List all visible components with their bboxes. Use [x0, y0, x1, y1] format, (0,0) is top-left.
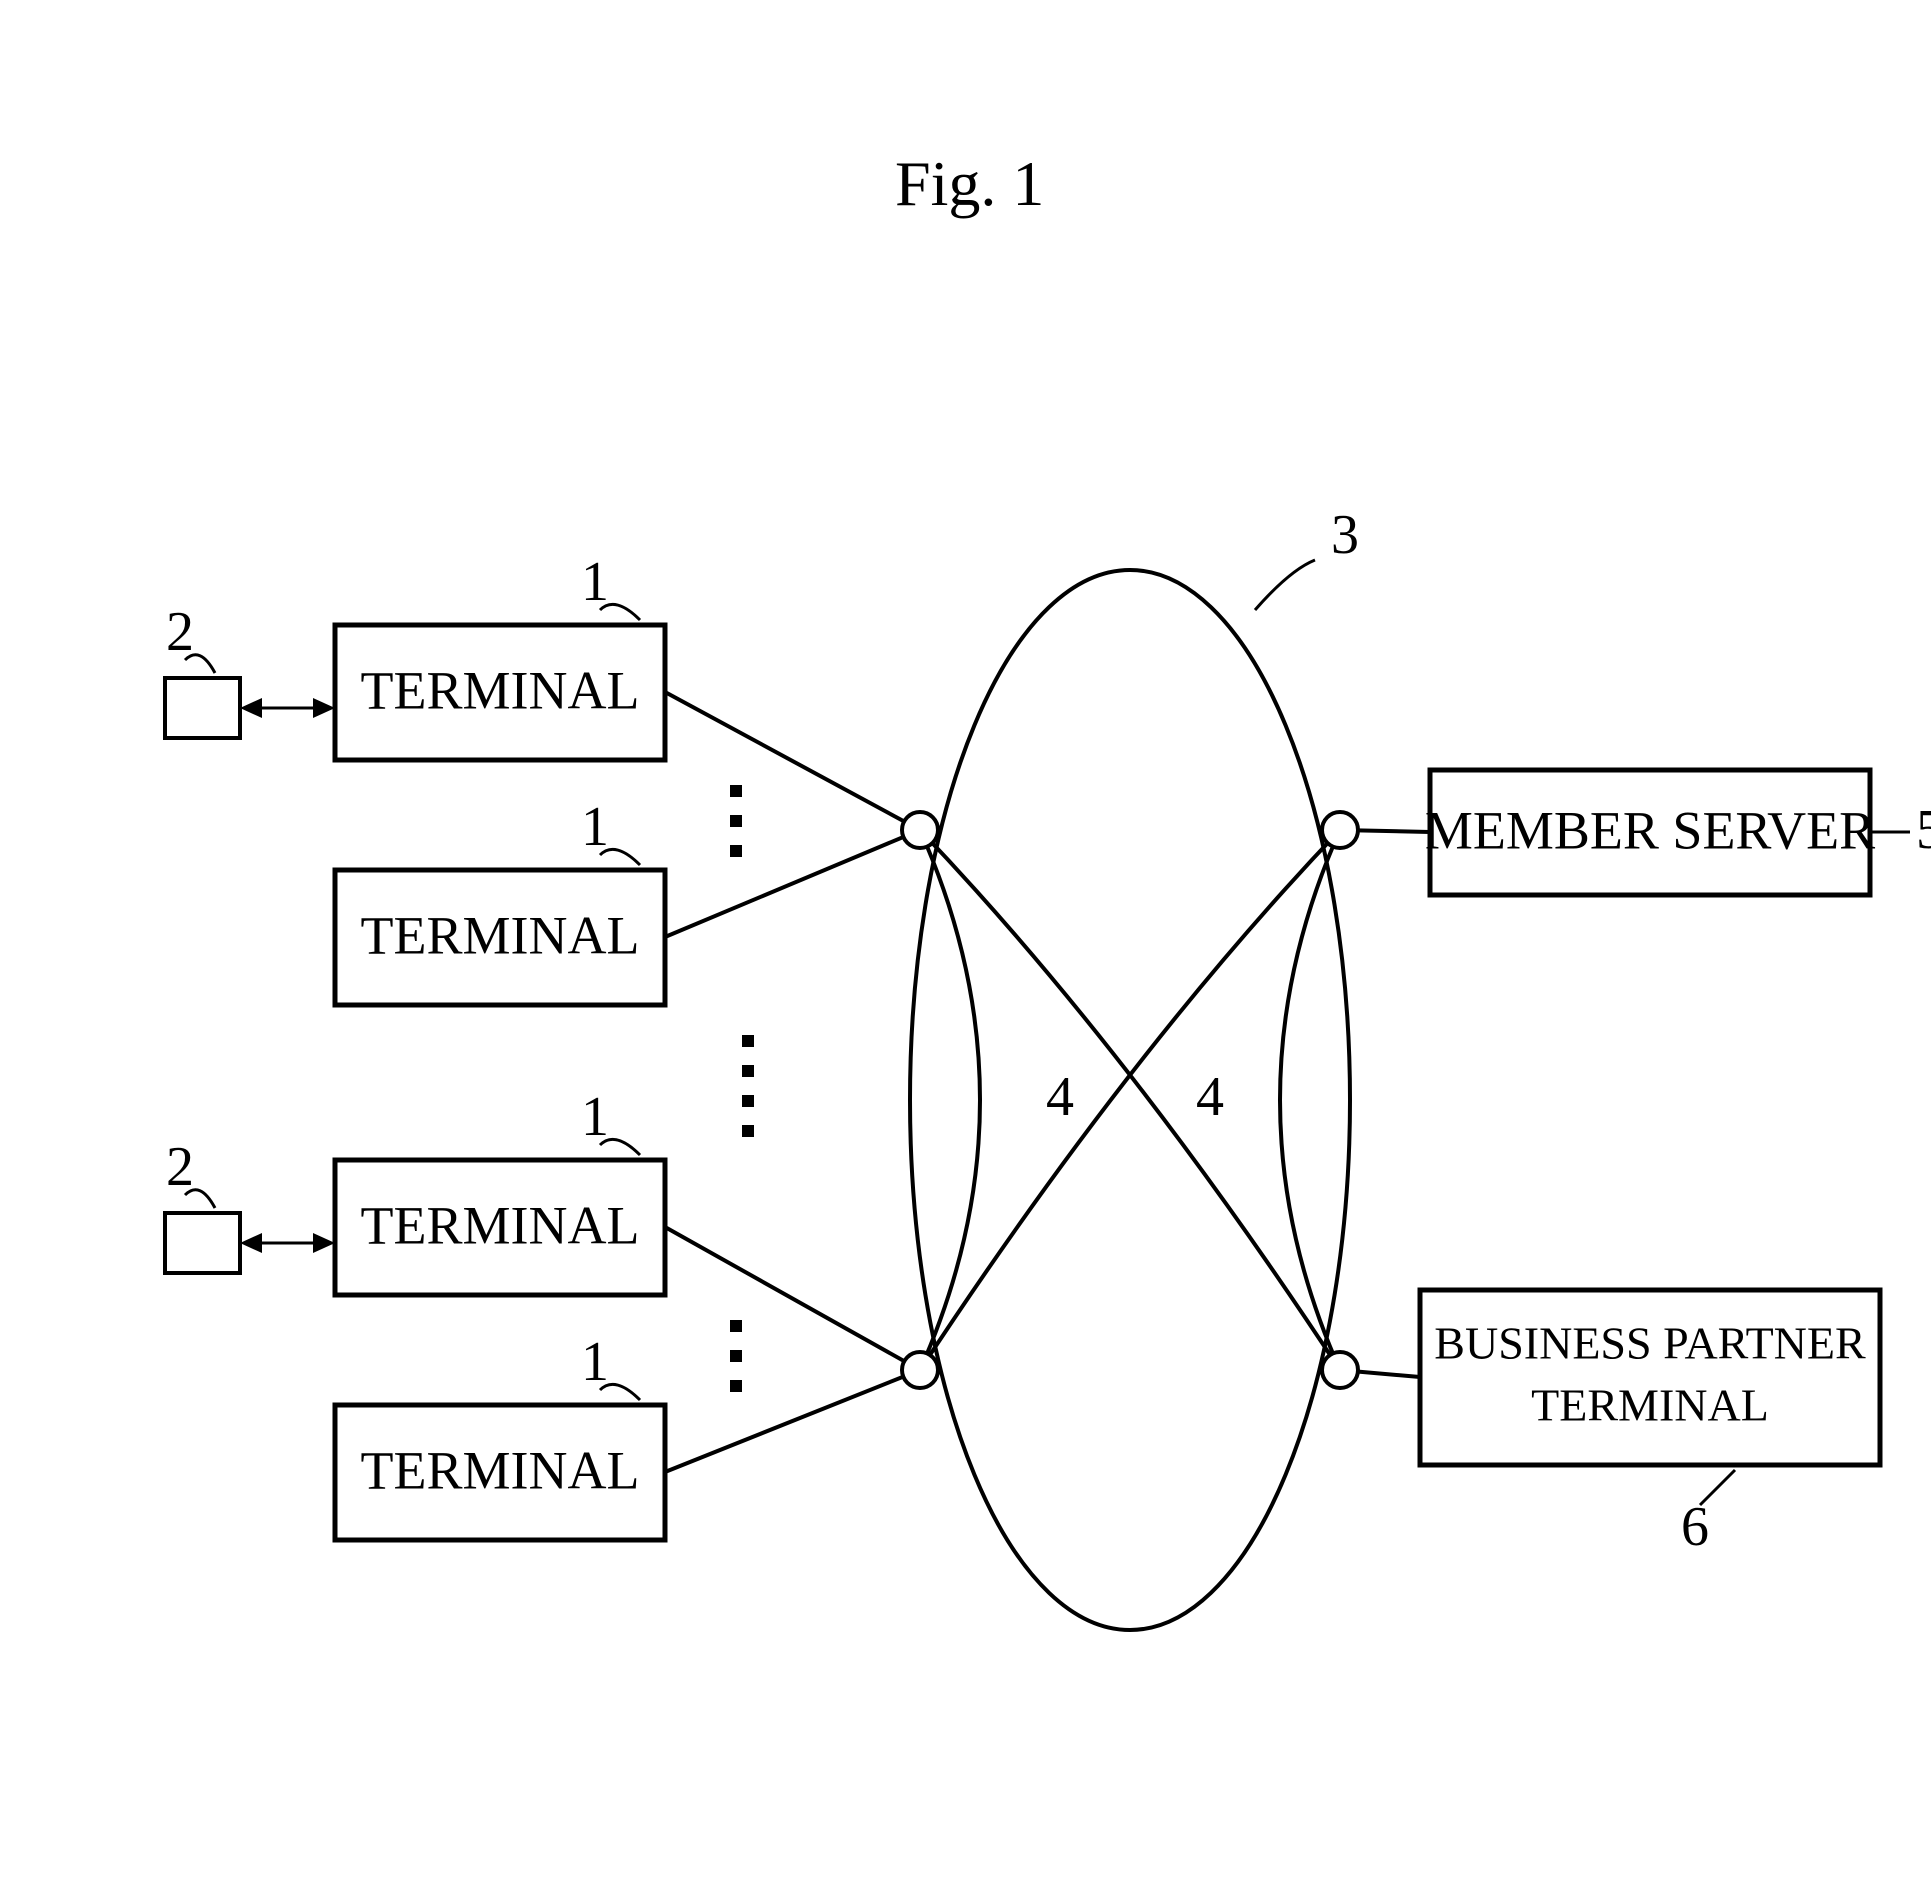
figure-title: Fig. 1 [895, 148, 1044, 219]
dots-group-3 [730, 1320, 742, 1392]
right-links [1340, 830, 1430, 1377]
device-1-arrow [240, 698, 335, 718]
ref-6: 6 [1681, 1496, 1709, 1558]
device-2-arrow [240, 1233, 335, 1253]
business-partner-box: BUSINESS PARTNER TERMINAL [1420, 1290, 1880, 1465]
network-internal-links [920, 830, 1340, 1370]
ref-1b: 1 [581, 796, 609, 858]
member-server-label: MEMBER SERVER [1425, 800, 1875, 860]
terminal-links [665, 692, 920, 1472]
device-2 [165, 1213, 240, 1273]
dots-group-1 [730, 785, 742, 857]
ref-2a: 2 [166, 601, 194, 663]
business-partner-line1: BUSINESS PARTNER [1434, 1318, 1866, 1369]
ref-1c: 1 [581, 1086, 609, 1148]
terminal-2: TERMINAL [335, 870, 665, 1005]
terminal-4-label: TERMINAL [361, 1440, 640, 1500]
terminal-4: TERMINAL [335, 1405, 665, 1540]
dots-group-2 [742, 1035, 754, 1137]
ref-2b: 2 [166, 1136, 194, 1198]
ref-3: 3 [1331, 504, 1359, 566]
device-1 [165, 678, 240, 738]
terminal-3-label: TERMINAL [361, 1195, 640, 1255]
terminal-2-label: TERMINAL [361, 905, 640, 965]
terminal-1: TERMINAL [335, 625, 665, 760]
ref-4a: 4 [1046, 1066, 1074, 1128]
ref-5: 5 [1916, 799, 1931, 861]
ref-4b: 4 [1196, 1066, 1224, 1128]
ref-1d: 1 [581, 1331, 609, 1393]
ref-1a: 1 [581, 551, 609, 613]
member-server-box: MEMBER SERVER [1425, 770, 1875, 895]
terminal-3: TERMINAL [335, 1160, 665, 1295]
figure-canvas: Fig. 1 TERMINAL TERMINAL TERMINAL [0, 0, 1931, 1899]
terminal-1-label: TERMINAL [361, 660, 640, 720]
network-nodes [902, 812, 1358, 1388]
network-ellipse [910, 570, 1350, 1630]
business-partner-line2: TERMINAL [1531, 1380, 1769, 1431]
